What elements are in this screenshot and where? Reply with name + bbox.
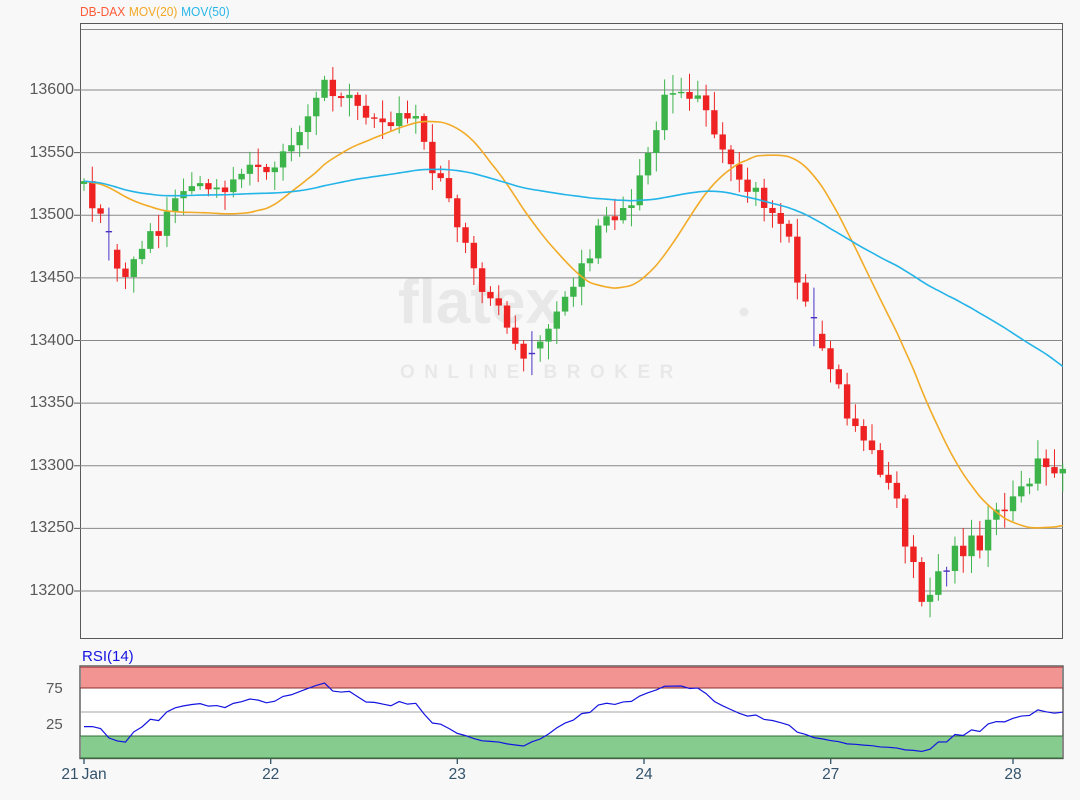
- svg-text:ONLINE BROKER: ONLINE BROKER: [400, 362, 683, 383]
